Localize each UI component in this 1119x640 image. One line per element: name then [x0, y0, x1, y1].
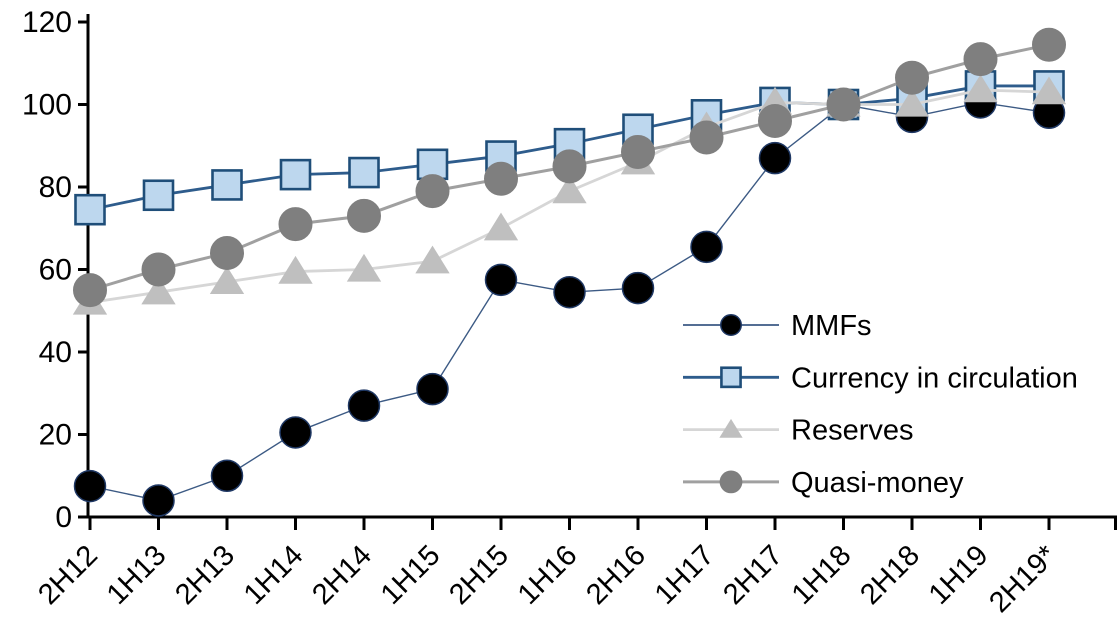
- data-point-reserves-2h19: [1031, 76, 1067, 105]
- x-axis: 2H121H132H131H142H141H152H151H162H161H17…: [32, 515, 1117, 619]
- data-point-reserves-2h14: [346, 253, 382, 282]
- data-point-mmfs-2h13: [210, 459, 244, 492]
- x-tick-label-1h19: 1H19: [923, 539, 995, 611]
- data-point-quasi-money-1h16: [552, 149, 587, 184]
- data-point-mmfs-2h12: [73, 469, 107, 503]
- x-tick-label-2h14: 2H14: [306, 539, 378, 611]
- data-point-reserves-1h16: [552, 175, 587, 204]
- data-point-mmfs-2h17: [758, 141, 792, 175]
- series-quasi-money: [73, 27, 1066, 308]
- data-point-quasi-money-2h16: [621, 134, 655, 169]
- data-point-reserves-2h18: [894, 88, 930, 117]
- x-tick-label-2h12: 2H12: [32, 539, 104, 611]
- series-reserves: [72, 74, 1067, 315]
- data-point-mmfs-2h14: [347, 389, 381, 422]
- data-point-quasi-money-2h19: [1032, 27, 1066, 62]
- x-tick-label-1h18: 1H18: [786, 539, 858, 611]
- data-point-quasi-money-2h15: [484, 161, 518, 196]
- x-tick-label-1h13: 1H13: [101, 539, 173, 611]
- data-point-mmfs-1h16: [553, 275, 586, 309]
- legend: MMFs Currency in circulation Reserves Quasi…: [683, 310, 1078, 499]
- legend-item-mmfs: MMFs: [683, 310, 872, 342]
- data-point-reserves-2h15: [483, 212, 519, 241]
- legend-item-currency-in-circulation: Currency in circulation: [683, 362, 1078, 394]
- x-tick-label-1h14: 1H14: [238, 539, 310, 611]
- legend-item-quasi-money: Quasi-money: [683, 467, 964, 499]
- y-tick-label-20: 20: [39, 419, 72, 452]
- data-point-quasi-money-1h13: [141, 252, 176, 287]
- y-tick-label-0: 0: [55, 501, 72, 534]
- data-point-mmfs-1h17: [690, 230, 723, 264]
- y-axis: 0 20 40 60 80 100 120: [22, 6, 90, 534]
- x-tick-label-2h16: 2H16: [580, 539, 652, 611]
- legend-marker-reserves: [719, 418, 743, 438]
- x-tick-label-2h13: 2H13: [169, 539, 241, 611]
- data-point-currency-in-circulation-1h13: [142, 179, 175, 212]
- x-tick-label-1h15: 1H15: [375, 539, 447, 611]
- x-tick-label-2h19: 2H19*: [983, 539, 1063, 619]
- x-tick-label-1h16: 1H16: [512, 539, 584, 611]
- x-tick-label-2h17: 2H17: [717, 539, 789, 611]
- x-tick-label-2h18: 2H18: [854, 539, 926, 611]
- x-tick-label-1h17: 1H17: [649, 539, 721, 611]
- data-point-reserves-1h15: [415, 245, 450, 274]
- data-point-mmfs-1h15: [416, 372, 449, 406]
- legend-item-reserves: Reserves: [683, 415, 914, 447]
- legend-label-quasi-money: Quasi-money: [791, 467, 964, 499]
- legend-marker-quasi-money: [719, 470, 743, 494]
- data-point-currency-in-circulation-1h14: [279, 158, 312, 191]
- y-tick-label-40: 40: [39, 336, 72, 369]
- data-point-quasi-money-2h12: [73, 273, 107, 308]
- data-point-quasi-money-1h15: [415, 174, 450, 209]
- legend-label-reserves: Reserves: [791, 415, 914, 447]
- y-tick-label-80: 80: [39, 171, 72, 204]
- y-tick-label-60: 60: [39, 254, 72, 287]
- y-tick-label-120: 120: [22, 6, 72, 39]
- legend-marker-mmfs: [720, 314, 742, 336]
- data-point-reserves-1h14: [278, 255, 313, 284]
- data-point-quasi-money-1h18: [826, 87, 861, 122]
- data-point-quasi-money-2h17: [758, 104, 792, 138]
- data-point-quasi-money-1h19: [963, 42, 998, 77]
- data-point-mmfs-1h13: [142, 484, 175, 517]
- data-point-mmfs-2h15: [484, 263, 518, 297]
- data-point-reserves-2h13: [209, 266, 245, 294]
- data-point-currency-in-circulation-2h13: [211, 169, 243, 201]
- data-point-quasi-money-2h18: [895, 60, 929, 95]
- legend-label-currency-in-circulation: Currency in circulation: [791, 362, 1078, 394]
- data-point-mmfs-1h14: [279, 416, 312, 449]
- x-tick-label-2h15: 2H15: [443, 539, 515, 611]
- data-point-currency-in-circulation-2h12: [74, 193, 106, 226]
- legend-marker-currency-in-circulation: [720, 366, 742, 389]
- data-point-currency-in-circulation-2h14: [348, 156, 380, 189]
- legend-label-mmfs: MMFs: [791, 310, 872, 342]
- data-point-quasi-money-2h14: [347, 198, 381, 233]
- data-point-reserves-1h13: [141, 276, 176, 305]
- data-point-quasi-money-1h17: [689, 120, 724, 155]
- data-point-reserves-1h19: [963, 74, 998, 103]
- data-point-quasi-money-2h13: [210, 236, 244, 270]
- data-point-mmfs-2h16: [621, 271, 655, 305]
- data-point-quasi-money-1h14: [278, 207, 313, 242]
- y-tick-label-100: 100: [22, 89, 72, 122]
